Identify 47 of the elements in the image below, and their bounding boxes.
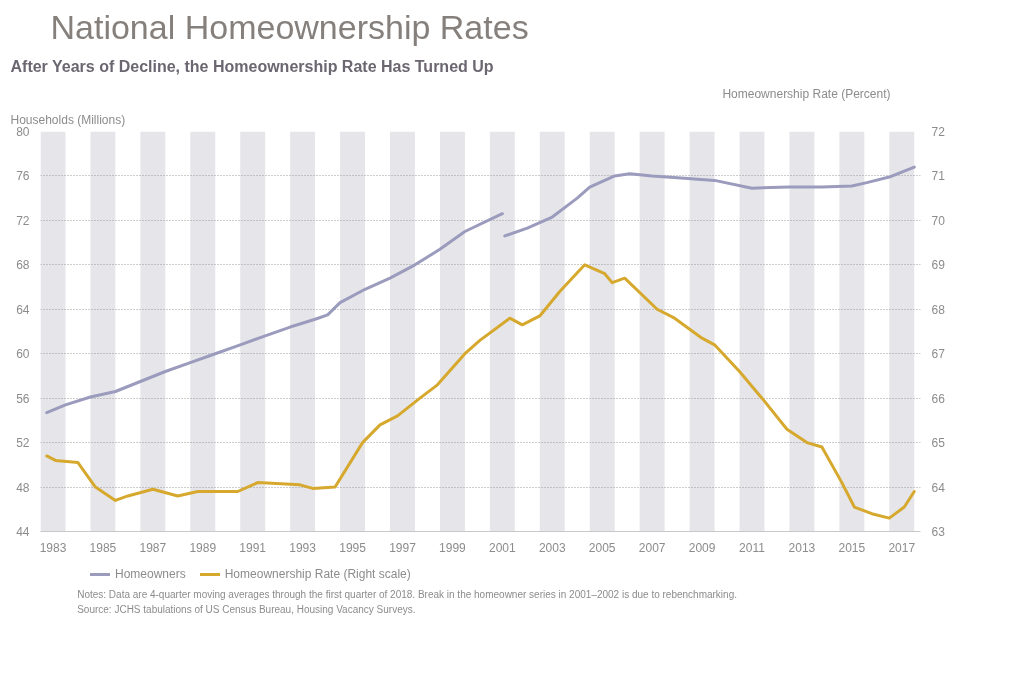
y-tick-label: 52 — [16, 436, 30, 451]
y-tick-label: 44 — [16, 525, 30, 539]
y-tick-label: 48 — [16, 480, 30, 495]
y2-tick-label: 64 — [931, 480, 946, 495]
source-note: Source: JCHS tabulations of US Census Bureau, Housing Vacancy Surveys. — [77, 603, 416, 615]
y2-tick-label: 71 — [931, 169, 946, 184]
y-axis-title: Households (Millions) — [10, 112, 126, 127]
x-tick-label: 2001 — [489, 540, 517, 555]
x-tick-label: 1997 — [389, 540, 417, 555]
y-tick-label: 72 — [16, 213, 30, 228]
x-tick-label: 1983 — [39, 540, 67, 555]
y2-tick-label: 67 — [931, 347, 946, 362]
y2-tick-label: 69 — [931, 258, 946, 273]
x-tick-label: 1991 — [239, 540, 267, 555]
chart-title: National Homeownership Rates — [50, 7, 529, 46]
line-series — [45, 263, 916, 520]
legend-label: Homeownership Rate (Right scale) — [224, 567, 411, 581]
y-tick-label: 68 — [16, 258, 30, 273]
y2-axis-title: Homeownership Rate (Percent) — [722, 86, 891, 101]
y-tick-label: 60 — [16, 347, 30, 362]
y-tick-label: 64 — [16, 302, 30, 317]
chart-subtitle: After Years of Decline, the Homeownership Rate Has Turned Up — [10, 57, 494, 75]
y2-tick-label: 63 — [931, 525, 946, 539]
x-tick-label: 1993 — [289, 540, 317, 555]
x-tick-label: 2017 — [888, 540, 916, 555]
y-tick-label: 76 — [16, 169, 30, 184]
x-tick-label: 2003 — [538, 540, 566, 555]
x-tick-label: 2013 — [788, 540, 816, 555]
y2-tick-label: 66 — [931, 391, 946, 406]
y-tick-label: 80 — [16, 125, 30, 139]
x-tick-label: 1995 — [339, 540, 367, 555]
x-tick-label: 1985 — [89, 540, 117, 555]
text: Notes: Data are 4-quarter moving averages through the first quarter of 2018. Break in the homeowner series in 2001–2002 is due to rebenchmarking. — [77, 588, 737, 600]
legend-label: Homeowners — [115, 567, 186, 581]
y2-tick-label: 72 — [931, 125, 946, 139]
x-tick-label: 1989 — [189, 540, 217, 555]
x-tick-label: 2015 — [838, 540, 866, 555]
x-tick-label: 1999 — [439, 540, 467, 555]
y2-tick-label: 70 — [931, 213, 946, 228]
x-tick-label: 2011 — [739, 540, 766, 555]
x-tick-label: 2007 — [638, 540, 666, 555]
y2-tick-label: 68 — [931, 302, 946, 317]
x-tick-label: 1987 — [139, 540, 167, 555]
x-tick-label: 2005 — [588, 540, 616, 555]
y-tick-label: 56 — [16, 391, 30, 406]
y2-tick-label: 65 — [931, 436, 946, 451]
x-tick-label: 2009 — [688, 540, 716, 555]
